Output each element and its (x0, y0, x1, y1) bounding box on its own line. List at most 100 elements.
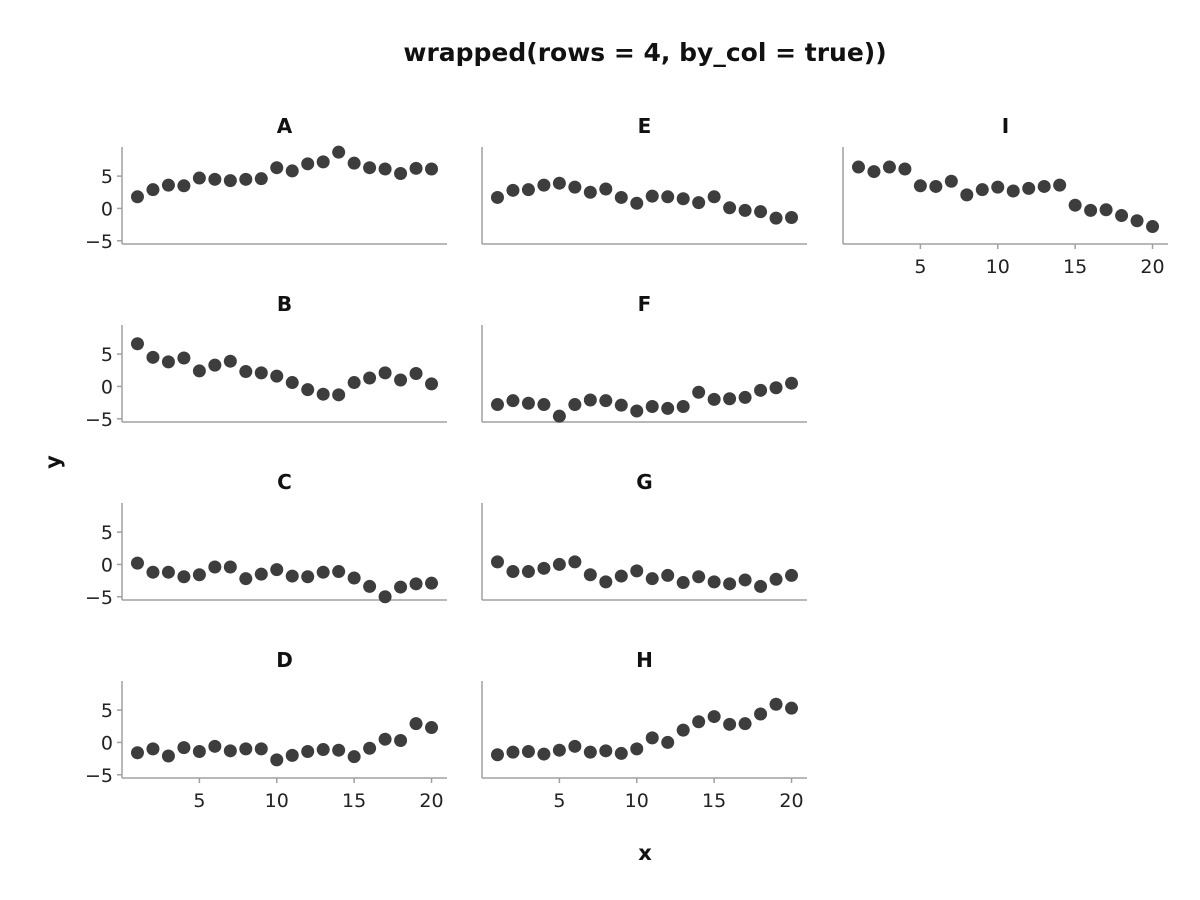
data-point (537, 398, 551, 412)
data-point (583, 393, 597, 407)
x-axis-label: x (638, 841, 652, 865)
data-point (490, 398, 504, 412)
data-point (537, 561, 551, 575)
data-point (316, 387, 330, 401)
x-tick-label: 10 (625, 790, 649, 812)
data-point (192, 171, 206, 185)
y-tick-label: 5 (101, 522, 113, 544)
data-point (723, 392, 737, 406)
data-point (1115, 209, 1129, 223)
data-point (332, 388, 346, 402)
data-point (239, 365, 253, 379)
y-tick-label: −5 (85, 231, 113, 253)
y-tick-label: 5 (101, 344, 113, 366)
data-point (208, 358, 222, 372)
data-point (146, 350, 160, 364)
data-point (425, 377, 439, 391)
data-point (223, 560, 237, 574)
data-point (599, 575, 613, 589)
data-point (270, 753, 284, 767)
data-point (521, 396, 535, 410)
data-point (676, 576, 690, 590)
data-point (394, 167, 408, 181)
data-point (316, 565, 330, 579)
data-point (676, 192, 690, 206)
data-point (285, 376, 299, 390)
data-point (913, 179, 927, 193)
data-point (661, 568, 675, 582)
data-point (347, 156, 361, 170)
data-point (425, 576, 439, 590)
data-point (270, 161, 284, 175)
panel-title-e: E (638, 114, 652, 138)
data-point (738, 390, 752, 404)
data-point (332, 565, 346, 579)
y-tick-label: −5 (85, 409, 113, 431)
data-point (960, 188, 974, 202)
data-point (316, 743, 330, 757)
data-point (506, 394, 520, 408)
panel-e: E (481, 114, 807, 245)
data-point (614, 190, 628, 204)
panel-g: G (481, 470, 807, 601)
data-point (378, 366, 392, 380)
data-point (192, 568, 206, 582)
x-tick-label: 20 (779, 790, 803, 812)
data-point (1130, 214, 1144, 228)
data-point (285, 164, 299, 178)
data-point (785, 376, 799, 390)
data-point (975, 183, 989, 197)
panel-title-b: B (277, 292, 292, 316)
data-point (254, 567, 268, 581)
data-point (599, 744, 613, 758)
data-point (506, 565, 520, 579)
data-point (394, 580, 408, 594)
data-point (1022, 181, 1036, 195)
y-tick-label: 0 (101, 198, 113, 220)
data-point (378, 732, 392, 746)
x-tick-label: 20 (1140, 256, 1164, 278)
data-point (583, 185, 597, 199)
data-point (599, 394, 613, 408)
data-point (161, 565, 175, 579)
data-point (239, 172, 253, 186)
data-point (409, 717, 423, 731)
data-point (851, 160, 865, 174)
data-point (301, 383, 315, 397)
data-point (177, 179, 191, 193)
data-point (239, 742, 253, 756)
data-point (425, 162, 439, 176)
data-point (394, 733, 408, 747)
data-point (723, 577, 737, 591)
data-point (552, 557, 566, 571)
data-point (130, 746, 144, 760)
data-point (707, 575, 721, 589)
data-point (409, 577, 423, 591)
data-point (130, 337, 144, 351)
data-point (347, 571, 361, 585)
data-point (568, 180, 582, 194)
data-point (785, 701, 799, 715)
data-point (394, 373, 408, 387)
y-tick-label: 5 (101, 700, 113, 722)
data-point (490, 190, 504, 204)
data-point (146, 183, 160, 197)
data-point (521, 183, 535, 197)
data-point (239, 572, 253, 586)
y-tick-label: −5 (85, 587, 113, 609)
panel-d: D 5 0 −5 5 10 15 20 (85, 648, 447, 812)
panel-i: I 5 10 15 20 (842, 114, 1168, 278)
panel-title-d: D (276, 648, 293, 672)
panel-c: C 5 0 −5 (85, 470, 447, 609)
data-point (769, 572, 783, 586)
panel-b: B 5 0 −5 (85, 292, 447, 431)
data-point (1146, 220, 1160, 234)
data-point (208, 172, 222, 186)
data-point (692, 196, 706, 210)
data-point (707, 392, 721, 406)
data-point (645, 731, 659, 745)
panel-title-g: G (636, 470, 652, 494)
y-tick-label: 0 (101, 732, 113, 754)
data-point (568, 739, 582, 753)
